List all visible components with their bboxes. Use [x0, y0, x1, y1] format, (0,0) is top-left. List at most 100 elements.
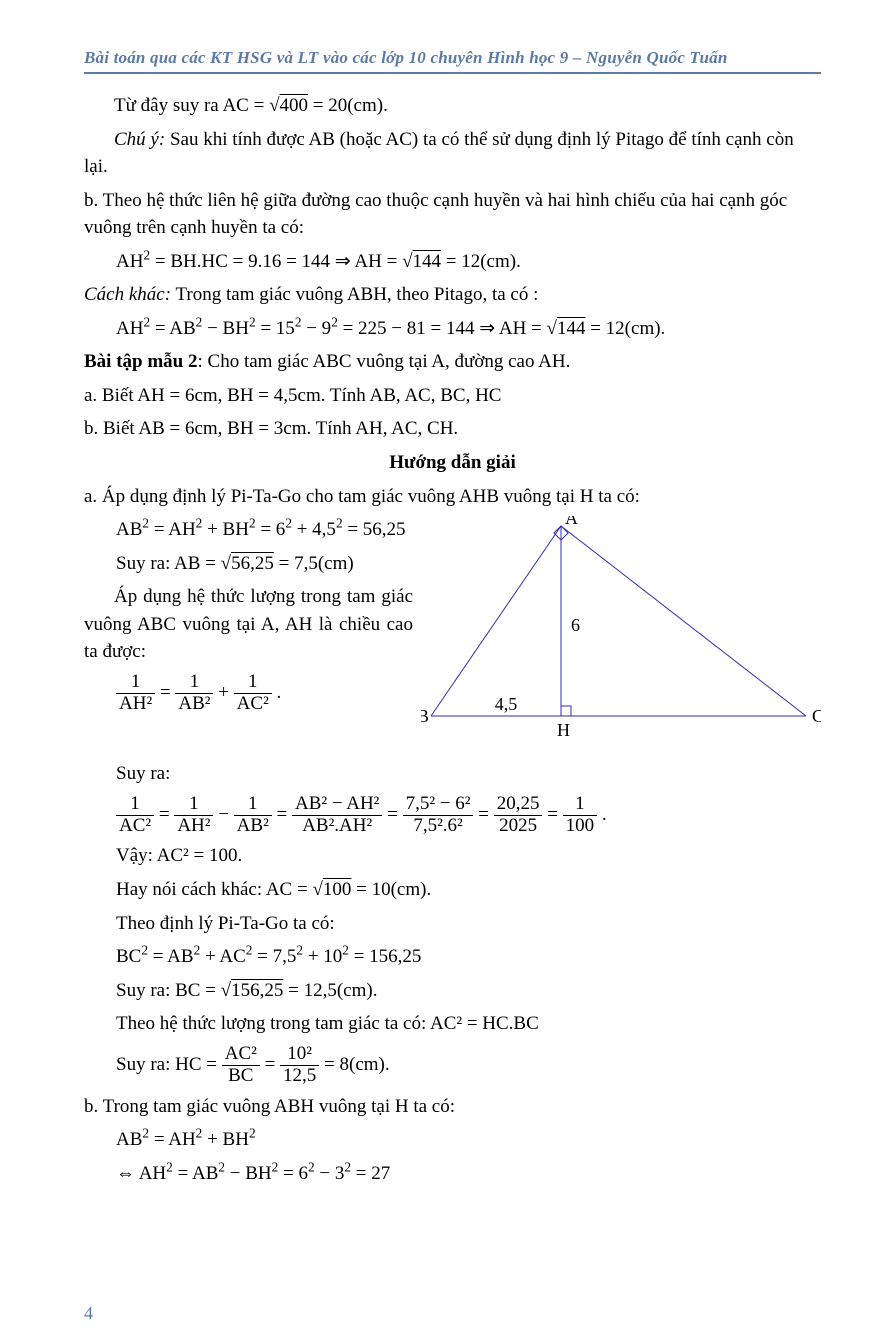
frac-den: AC² [116, 816, 154, 837]
frac-den: AB².AH² [292, 816, 382, 837]
svg-text:6: 6 [571, 615, 580, 635]
frac-den: 7,5².6² [403, 816, 474, 837]
sqrt-value: 144 [413, 251, 442, 272]
text: BC [116, 946, 141, 967]
math-fraction-line: Suy ra: HC = AC²BC = 10²12,5 = 8(cm). [116, 1044, 821, 1087]
text: − [213, 803, 233, 824]
frac-den: BC [222, 1066, 260, 1087]
frac-num: AC² [222, 1044, 260, 1066]
text-line: Từ đây suy ra AC = √400 = 20(cm). [84, 92, 821, 120]
text: = AB [150, 318, 196, 339]
text: AB [116, 519, 142, 540]
svg-text:A: A [565, 516, 578, 528]
math-line: Hay nói cách khác: AC = √100 = 10(cm). [116, 876, 821, 904]
sqrt-value: 100 [323, 879, 352, 900]
triangle-figure: A B C H 6 4,5 [421, 516, 821, 746]
text: + 4,5 [292, 519, 336, 540]
text: : Cho tam giác ABC vuông tại A, đường ca… [198, 351, 571, 372]
text: = 156,25 [349, 946, 421, 967]
document-page: Bài toán qua các KT HSG và LT vào các lớ… [0, 0, 889, 1342]
text: = 12(cm). [585, 318, 665, 339]
text-line: a. Áp dụng định lý Pi-Ta-Go cho tam giác… [84, 483, 821, 511]
text: = AB [148, 946, 194, 967]
sqrt-value: 144 [557, 318, 586, 339]
text-line: Theo định lý Pi-Ta-Go ta có: [116, 910, 821, 938]
frac-den: AH² [116, 694, 155, 715]
text: = 7,5(cm) [274, 553, 354, 574]
text: = 20(cm). [308, 95, 388, 116]
text: . [272, 682, 282, 703]
sqrt-value: 156,25 [231, 980, 283, 1001]
text-line: Theo hệ thức lượng trong tam giác ta có:… [116, 1010, 821, 1038]
text: AB [116, 1129, 142, 1150]
text: = AH [149, 519, 196, 540]
frac-den: 12,5 [280, 1066, 319, 1087]
text: Trong tam giác vuông ABH, theo Pitago, t… [171, 284, 538, 305]
svg-text:C: C [812, 706, 821, 726]
text-line: Chú ý: Sau khi tính được AB (hoặc AC) ta… [84, 126, 821, 181]
text: = 12(cm). [441, 251, 521, 272]
text: = 10(cm). [351, 879, 431, 900]
frac-num: 1 [175, 672, 213, 694]
text: = BH.HC = 9.16 = 144 ⇒ AH = [150, 251, 402, 272]
frac-num: 1 [174, 794, 213, 816]
text: = 8(cm). [319, 1053, 389, 1074]
page-header: Bài toán qua các KT HSG và LT vào các lớ… [84, 48, 821, 74]
text: Suy ra: AB = [116, 553, 221, 574]
text: + [213, 682, 233, 703]
text: − 3 [315, 1163, 345, 1184]
solution-heading: Hướng dẫn giải [84, 449, 821, 477]
svg-text:H: H [557, 720, 570, 740]
text: = [542, 803, 562, 824]
italic-label: Chú ý: [114, 129, 165, 150]
frac-num: 1 [116, 672, 155, 694]
math-line: AH2 = AB2 − BH2 = 152 − 92 = 225 − 81 = … [116, 315, 821, 343]
text: Suy ra: BC = [116, 980, 221, 1001]
text-line: a. Biết AH = 6cm, BH = 4,5cm. Tính AB, A… [84, 382, 821, 410]
exercise-title: Bài tập mẫu 2: Cho tam giác ABC vuông tạ… [84, 348, 821, 376]
frac-num: 1 [563, 794, 598, 816]
frac-num: 1 [234, 672, 272, 694]
math-line: ⇔ AH2 = AB2 − BH2 = 62 − 32 = 27 [116, 1160, 821, 1188]
text: Hay nói cách khác: AC = [116, 879, 312, 900]
text: − 9 [301, 318, 331, 339]
text: Từ đây suy ra AC = [114, 95, 269, 116]
frac-den: AB² [234, 816, 272, 837]
frac-den: 2025 [494, 816, 543, 837]
text: + BH [202, 519, 249, 540]
text: Sau khi tính được AB (hoặc AC) ta có thể… [84, 129, 794, 178]
page-number: 4 [84, 1303, 93, 1324]
text-line: Suy ra: [116, 760, 821, 788]
text: = [473, 803, 493, 824]
text: − BH [225, 1163, 272, 1184]
sqrt-value: 400 [280, 95, 309, 116]
frac-num: 20,25 [494, 794, 543, 816]
frac-num: 1 [116, 794, 154, 816]
text: − BH [202, 318, 249, 339]
frac-den: AH² [174, 816, 213, 837]
text: = 6 [256, 519, 286, 540]
math-line: Suy ra: BC = √156,25 = 12,5(cm). [116, 977, 821, 1005]
frac-num: 1 [234, 794, 272, 816]
text: = 12,5(cm). [283, 980, 377, 1001]
text: = 225 − 81 = 144 ⇒ AH = [338, 318, 547, 339]
text-line: b. Trong tam giác vuông ABH vuông tại H … [84, 1093, 821, 1121]
text: + 10 [303, 946, 342, 967]
text-line: b. Theo hệ thức liên hệ giữa đường cao t… [84, 187, 821, 242]
svg-text:4,5: 4,5 [495, 694, 518, 714]
text-line: b. Biết AB = 6cm, BH = 3cm. Tính AH, AC,… [84, 415, 821, 443]
text: ⇔ AH [116, 1163, 166, 1184]
text: = 7,5 [252, 946, 296, 967]
text: = 15 [256, 318, 295, 339]
text-line: Vậy: AC² = 100. [116, 842, 821, 870]
text: = [272, 803, 292, 824]
frac-den: AB² [175, 694, 213, 715]
svg-text:B: B [421, 706, 429, 726]
frac-den: 100 [563, 816, 598, 837]
text: . [597, 803, 607, 824]
text: = [382, 803, 402, 824]
text: = [155, 682, 175, 703]
text: + AC [200, 946, 246, 967]
frac-den: AC² [234, 694, 272, 715]
math-fraction-line: 1AC² = 1AH² − 1AB² = AB² − AH²AB².AH² = … [116, 794, 821, 837]
